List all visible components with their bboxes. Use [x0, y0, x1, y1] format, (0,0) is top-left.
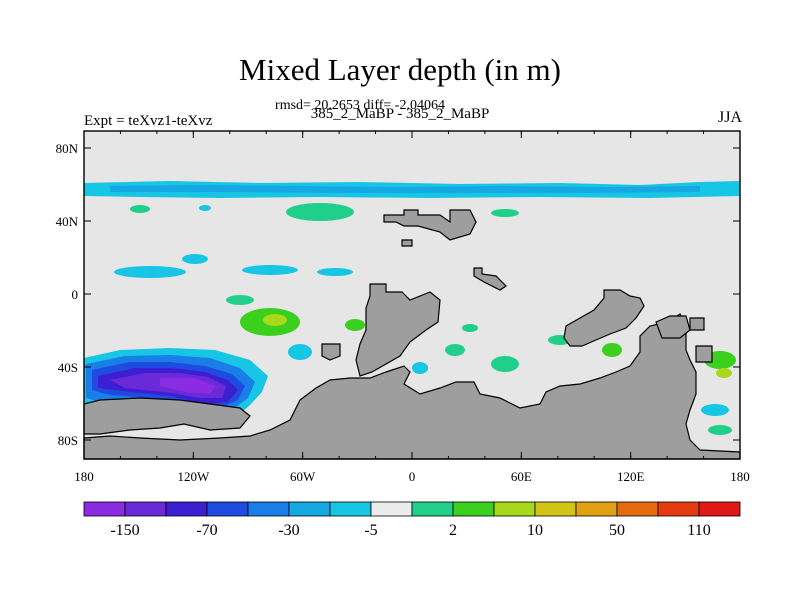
feature-green-2	[130, 205, 150, 213]
colorbar-swatch	[575, 501, 618, 517]
x-tick-label: 180	[74, 469, 94, 484]
colorbar-swatch	[329, 501, 372, 517]
feature-green-13	[708, 425, 732, 435]
colorbar-label: 50	[609, 522, 625, 539]
colorbar-swatch	[247, 501, 290, 517]
colorbar-label: -150	[110, 522, 139, 539]
colorbar-swatch	[452, 501, 495, 517]
feature-green-7	[445, 344, 465, 356]
colorbar-swatch	[493, 501, 536, 517]
land-south-west	[83, 397, 251, 435]
x-tick-label: 180	[730, 469, 750, 484]
colorbar-swatch	[616, 501, 659, 517]
x-tick-label: 120E	[617, 469, 645, 484]
colorbar-swatch	[83, 501, 126, 517]
experiment-label: Expt = teXvz1-teXvz	[84, 113, 213, 129]
feature-green-3	[491, 209, 519, 217]
colorbar-label: 2	[449, 522, 457, 539]
x-tick-label: 120W	[177, 469, 210, 484]
feature-cyan-1	[199, 205, 211, 211]
season-label: JJA	[717, 109, 742, 126]
north-band-core	[110, 185, 700, 193]
land-islet-5	[695, 345, 713, 363]
y-tick-label: 40S	[58, 360, 78, 375]
land-south-main	[83, 313, 741, 460]
feature-cyan-7	[412, 362, 428, 374]
x-tick-label: 60E	[511, 469, 532, 484]
feature-cyan-6	[288, 344, 312, 360]
feature-cyan-3	[114, 266, 186, 278]
feature-green-8	[491, 356, 519, 372]
colorbar-swatch	[206, 501, 249, 517]
x-tick-label: 60W	[290, 469, 316, 484]
land-islet-4	[689, 317, 705, 331]
x-tick-label: 0	[409, 469, 416, 484]
land-north	[383, 209, 477, 241]
land-islet-2	[473, 267, 507, 291]
case-label: 385_2_MaBP - 385_2_MaBP	[310, 106, 490, 122]
feature-cyan-8	[701, 404, 729, 416]
axis-labels: 180 120W 60W 0 60E 120E 180 80N 40N 0 40S 80S	[56, 141, 750, 484]
land-east-2	[655, 315, 691, 339]
land-masses	[83, 209, 741, 460]
colorbar-swatch	[165, 501, 208, 517]
colorbar-swatch	[534, 501, 577, 517]
y-tick-label: 80N	[56, 141, 79, 156]
plot-title: Mixed Layer depth (in m)	[239, 52, 561, 87]
colorbar-swatch	[698, 501, 741, 517]
feature-green-11	[462, 324, 478, 332]
anomaly-purple-core	[160, 378, 215, 394]
colorbar-swatch	[657, 501, 700, 517]
feature-cyan-4	[242, 265, 298, 275]
land-africa-north	[355, 283, 441, 377]
colorbar-label: -70	[196, 522, 217, 539]
colorbar-swatch	[288, 501, 331, 517]
colorbar-label: 110	[687, 522, 710, 539]
colorbar-labels: -150 -70 -30 -5 2 10 50 110	[110, 522, 710, 539]
colorbar-label: -5	[364, 522, 377, 539]
feature-green-6	[345, 319, 365, 331]
land-islet-3	[321, 343, 341, 361]
feature-yellow-1	[263, 314, 287, 326]
colorbar-swatch	[411, 501, 454, 517]
colorbar-label: 10	[527, 522, 543, 539]
map-panel	[83, 130, 741, 460]
y-tick-label: 0	[72, 287, 79, 302]
axis-ticks	[83, 131, 741, 459]
feature-green-5	[226, 295, 254, 305]
feature-cyan-2	[182, 254, 208, 264]
feature-green-10	[602, 343, 622, 357]
colorbar-swatch	[370, 501, 413, 517]
land-east-1	[563, 289, 645, 347]
y-tick-label: 80S	[58, 433, 78, 448]
feature-cyan-5	[317, 268, 353, 276]
colorbar-swatch	[124, 501, 167, 517]
feature-yellow-2	[716, 368, 732, 378]
colorbar	[83, 501, 741, 517]
y-tick-label: 40N	[56, 214, 79, 229]
land-islet-1	[401, 239, 413, 247]
feature-green-1	[286, 203, 354, 221]
plot-stats: rmsd= 20.2653 diff= -2.04064	[275, 98, 445, 113]
colorbar-label: -30	[278, 522, 299, 539]
